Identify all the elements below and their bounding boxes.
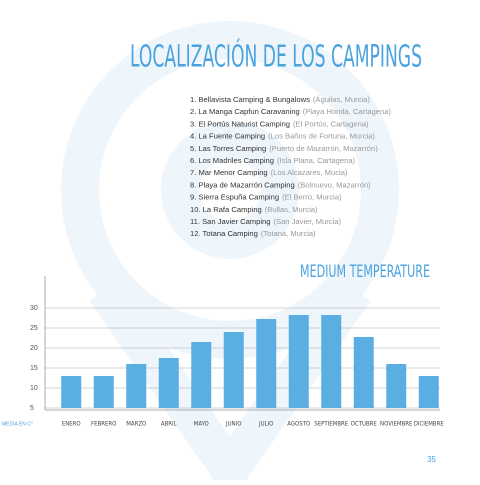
x-tick-label: JULIO [258,421,273,428]
camping-name: 5. Las Torres Camping [190,144,266,153]
y-tick-label: 25 [30,325,38,332]
bar [61,376,82,408]
camping-location: (El Portús, Cartagena) [293,119,369,128]
camping-item: 1. Bellavista Camping & Bungalows (Águila… [190,95,370,104]
bar [191,342,212,408]
x-tick-label: OCTUBRE [351,421,378,428]
camping-name: 1. Bellavista Camping & Bungalows [190,95,310,104]
bar [126,364,147,408]
camping-location: (Puerto de Mazarrón, Mazarrón) [269,144,378,153]
bar [288,315,309,408]
y-axis-label: MEDIA EN C° [2,421,33,427]
bar [93,376,114,408]
camping-item: 10. La Rafa Camping (Bullas, Murcia) [190,205,318,214]
page-number: 35 [427,455,436,464]
camping-item: 4. La Fuente Camping (Los Baños de Fortun… [190,132,375,141]
bar [256,319,277,408]
camping-name: 4. La Fuente Camping [190,132,265,141]
camping-item: 6. Los Madriles Camping (Isla Plana, Cart… [190,156,356,165]
camping-name: 11. San Javier Camping [190,217,270,226]
x-tick-label: ABRIL [161,421,177,428]
camping-location: (Bullas, Murcia) [265,205,318,214]
camping-location: (Águilas, Murcia) [313,95,370,104]
x-tick-label: JUNIO [225,421,241,428]
camping-location: (El Berro, Murcia) [282,193,342,202]
camping-item: 3. El Portús Naturist Camping (El Portús,… [190,119,369,128]
y-tick-label: 15 [30,365,38,372]
camping-name: 2. La Manga Capfun Caravaning [190,107,300,116]
x-tick-label: SEPTIEMBRE [314,421,349,428]
bar [158,358,179,408]
camping-location: (Los Alcazares, Mucia) [271,168,348,177]
camping-list: 1. Bellavista Camping & Bungalows (Águila… [190,95,391,238]
x-tick-label: AGOSTO [287,421,310,428]
camping-item: 8. Playa de Mazarrón Camping (Bolnuevo, M… [190,180,371,189]
camping-location: (San Javier, Murcia) [273,217,341,226]
camping-name: 9. Sierra Espuña Camping [190,193,279,202]
camping-name: 12. Totana Camping [190,229,258,238]
camping-item: 12. Totana Camping (Totana, Murcia) [190,229,316,238]
x-tick-label: FEBRERO [91,421,116,428]
camping-name: 7. Mar Menor Camping [190,168,268,177]
x-tick-label: MAYO [194,421,209,428]
camping-location: (Los Baños de Fortuna, Murcia) [268,132,375,141]
bar [223,332,244,408]
x-tick-label: DICIEMBRE [414,421,445,428]
camping-location: (Bolnuevo, Mazarrón) [298,180,371,189]
x-tick-label: ENERO [62,421,81,428]
camping-item: 2. La Manga Capfun Caravaning (Playa Hond… [190,107,391,116]
x-tick-label: NOVIEMBRE [380,421,413,428]
chart: 5 10 15 20 25 30 MEDIA EN C° ENERO FEBRERO MARZO A… [2,276,444,428]
x-tick-label: MARZO [126,421,146,428]
bar [386,364,407,408]
camping-item: 9. Sierra Espuña Camping (El Berro, Murci… [190,193,342,202]
camping-name: 6. Los Madriles Camping [190,156,274,165]
camping-name: 10. La Rafa Camping [190,205,262,214]
chart-title: MEDIUM TEMPERATURE [300,262,430,282]
bar [321,315,342,408]
bar [418,376,439,408]
y-tick-label: 20 [30,345,38,352]
bar [353,337,374,408]
camping-name: 8. Playa de Mazarrón Camping [190,180,295,189]
camping-item: 7. Mar Menor Camping (Los Alcazares, Muci… [190,168,348,177]
page-title: LOCALIZACIÓN DE LOS CAMPINGS [130,38,422,75]
y-tick-label: 30 [30,305,38,312]
y-tick-label: 5 [30,405,34,412]
y-tick-label: 10 [30,385,38,392]
camping-item: 11. San Javier Camping (San Javier, Murci… [190,217,341,226]
camping-location: (Isla Plana, Cartagena) [277,156,356,165]
camping-item: 5. Las Torres Camping (Puerto de Mazarrón… [190,144,378,153]
camping-location: (Playa Honda, Cartagena) [303,107,392,116]
camping-name: 3. El Portús Naturist Camping [190,119,290,128]
camping-location: (Totana, Murcia) [261,229,316,238]
